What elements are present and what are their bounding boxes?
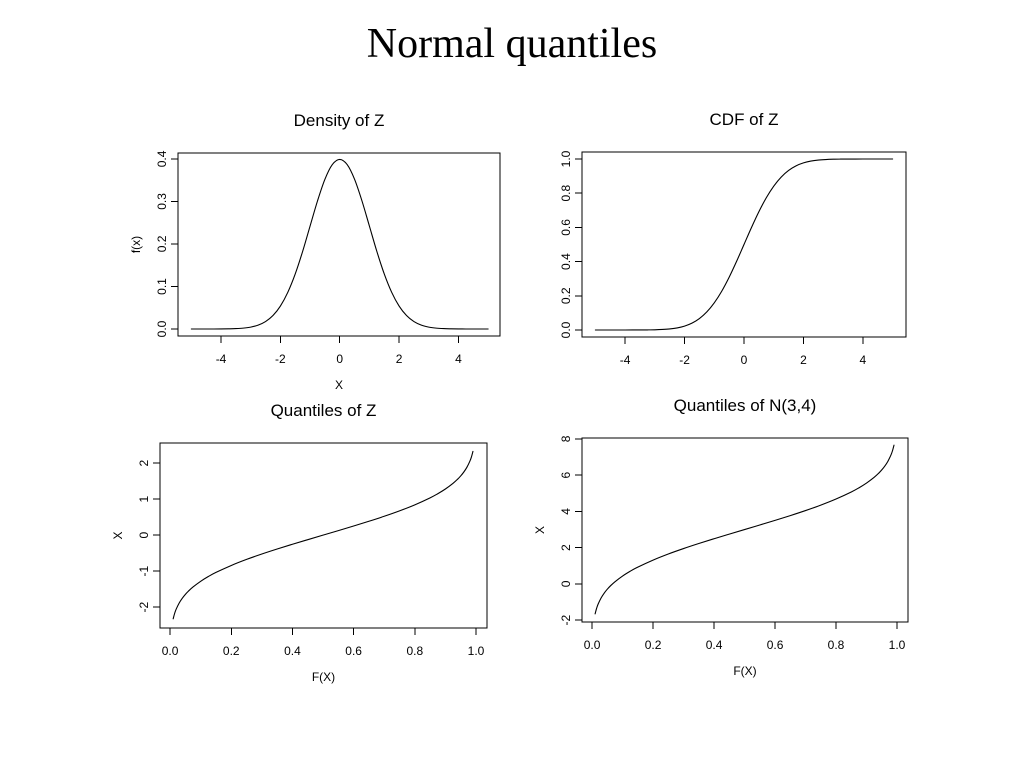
x-tick-label: 0.6	[345, 644, 362, 658]
x-tick-label: 0.8	[406, 644, 423, 658]
x-tick-label: 0.2	[645, 638, 662, 652]
x-tick-label: 0.2	[223, 644, 240, 658]
x-tick-label: 0	[741, 353, 748, 367]
y-axis: 0.0 0.2 0.4 0.6 0.8 1.0	[559, 150, 583, 338]
x-tick-label: 1.0	[468, 644, 485, 658]
slide-title: Normal quantiles	[367, 21, 657, 67]
y-tick-label: 0	[137, 531, 151, 538]
quantiles-of-n34-chart: Quantiles of N(3,4) 0.0 0.2 0.4 0.6 0.8 1.0 -2 0…	[533, 396, 909, 678]
y-tick-label: -2	[559, 615, 573, 626]
y-tick-label: 0.4	[559, 253, 573, 270]
plot-title: Quantiles of N(3,4)	[674, 396, 817, 415]
z-quantile-curve	[172, 450, 474, 620]
plot-title: Density of Z	[294, 111, 385, 130]
x-axis: 0.0 0.2 0.4 0.6 0.8 1.0	[584, 621, 906, 652]
y-tick-label: 2	[559, 544, 573, 551]
density-curve	[190, 158, 489, 330]
quantiles-of-z-chart: Quantiles of Z 0.0 0.2 0.4 0.6 0.8 1.0 -2 -1 0 1 2 F…	[111, 401, 488, 684]
x-tick-label: 0	[336, 352, 343, 366]
cdf-curve	[594, 158, 894, 331]
y-tick-label: 0.0	[155, 320, 169, 337]
y-tick-label: 0	[559, 580, 573, 587]
x-axis: -4 -2 0 2 4	[216, 335, 462, 366]
y-axis: -2 -1 0 1 2	[137, 459, 161, 612]
y-axis: -2 0 2 4 6 8	[559, 435, 583, 626]
cdf-of-z-chart: CDF of Z -4 -2 0 2 4 0.0 0.2 0.4 0.6 0.8 1.0	[559, 110, 907, 367]
x-axis: 0.0 0.2 0.4 0.6 0.8 1.0	[162, 627, 485, 658]
plot-title: CDF of Z	[710, 110, 779, 129]
y-axis: 0.0 0.1 0.2 0.3 0.4	[155, 150, 179, 337]
y-tick-label: 2	[137, 459, 151, 466]
y-axis-label: X	[111, 531, 125, 539]
x-axis: -4 -2 0 2 4	[620, 336, 867, 367]
x-tick-label: 1.0	[889, 638, 906, 652]
plot-grid: Density of Z -4 -2 0 2 4 0.0 0.1 0.2 0.3 0.4 Xf(x) C…	[111, 110, 909, 684]
y-tick-label: 1.0	[559, 150, 573, 167]
y-tick-label: 0.4	[155, 150, 169, 167]
y-tick-label: 0.1	[155, 278, 169, 295]
y-tick-label: 0.0	[559, 321, 573, 338]
y-tick-label: 0.3	[155, 193, 169, 210]
x-tick-label: 4	[455, 352, 462, 366]
x-axis-label: X	[335, 378, 343, 392]
x-tick-label: -2	[679, 353, 690, 367]
x-axis-label: F(X)	[312, 670, 335, 684]
y-tick-label: 0.2	[559, 287, 573, 304]
y-tick-label: 8	[559, 435, 573, 442]
x-tick-label: -2	[275, 352, 286, 366]
x-tick-label: 0.4	[706, 638, 723, 652]
y-tick-label: -1	[137, 565, 151, 576]
x-tick-label: 0.8	[828, 638, 845, 652]
x-tick-label: 2	[800, 353, 807, 367]
x-tick-label: -4	[620, 353, 631, 367]
y-axis-label: X	[533, 526, 547, 534]
x-tick-label: 0.0	[584, 638, 601, 652]
x-tick-label: 0.0	[162, 644, 179, 658]
y-tick-label: -2	[137, 601, 151, 612]
y-tick-label: 0.8	[559, 185, 573, 202]
y-tick-label: 0.6	[559, 219, 573, 236]
density-of-z-chart: Density of Z -4 -2 0 2 4 0.0 0.1 0.2 0.3 0.4 Xf(x)	[129, 111, 501, 392]
y-tick-label: 6	[559, 472, 573, 479]
y-tick-label: 1	[137, 495, 151, 502]
plot-title: Quantiles of Z	[271, 401, 377, 420]
x-tick-label: 0.4	[284, 644, 301, 658]
x-axis-label: F(X)	[733, 664, 756, 678]
x-tick-label: 0.6	[767, 638, 784, 652]
y-tick-label: 4	[559, 508, 573, 515]
y-axis-label: f(x)	[129, 236, 143, 253]
n34-quantile-curve	[594, 444, 895, 615]
x-tick-label: -4	[216, 352, 227, 366]
y-tick-label: 0.2	[155, 235, 169, 252]
x-tick-label: 4	[860, 353, 867, 367]
x-tick-label: 2	[396, 352, 403, 366]
